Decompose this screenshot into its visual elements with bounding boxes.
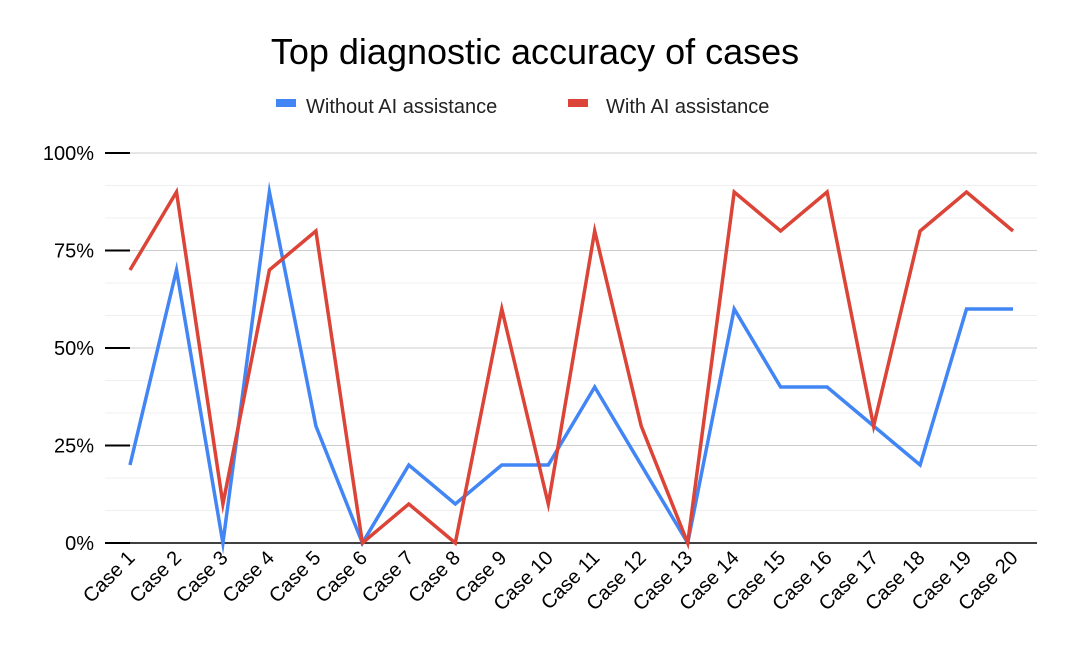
x-tick-label: Case 3 — [172, 547, 232, 607]
data-point-without-ai[interactable] — [500, 463, 504, 467]
legend-swatch-with-ai — [568, 99, 588, 107]
data-point-without-ai[interactable] — [639, 463, 643, 467]
legend-swatch-without-ai — [276, 99, 296, 107]
series-line-with-ai[interactable] — [128, 186, 1015, 550]
data-point-without-ai[interactable] — [593, 385, 597, 389]
x-tick-label: Case 6 — [312, 547, 372, 607]
data-point-without-ai[interactable] — [174, 268, 178, 272]
data-point-with-ai[interactable] — [965, 190, 969, 194]
data-point-with-ai[interactable] — [639, 424, 643, 428]
data-point-with-ai[interactable] — [825, 190, 829, 194]
data-point-without-ai[interactable] — [965, 307, 969, 311]
data-point-without-ai[interactable] — [546, 463, 550, 467]
data-point-with-ai[interactable] — [546, 502, 550, 506]
x-tick-label: Case 8 — [404, 547, 464, 607]
data-point-without-ai[interactable] — [825, 385, 829, 389]
data-point-with-ai[interactable] — [174, 190, 178, 194]
data-point-without-ai[interactable] — [128, 463, 132, 467]
legend-label-without-ai: Without AI assistance — [306, 96, 497, 118]
x-tick-label: Case 2 — [126, 547, 186, 607]
chart-title: Top diagnostic accuracy of cases — [271, 31, 799, 72]
x-tick-label: Case 4 — [219, 547, 279, 607]
data-point-with-ai[interactable] — [500, 307, 504, 311]
y-axis: 0% 25% 50% 75% 100% — [43, 143, 130, 555]
y-tick-label: 25% — [54, 436, 94, 458]
data-point-without-ai[interactable] — [1011, 307, 1015, 311]
data-point-with-ai[interactable] — [1011, 229, 1015, 233]
series-line-without-ai[interactable] — [128, 181, 1013, 555]
data-point-without-ai[interactable] — [732, 307, 736, 311]
x-tick-label: Case 1 — [79, 547, 139, 607]
x-tick-label: Case 7 — [358, 547, 418, 607]
data-point-with-ai[interactable] — [407, 502, 411, 506]
data-point-with-ai[interactable] — [360, 541, 364, 545]
data-point-with-ai[interactable] — [686, 541, 690, 545]
data-point-without-ai[interactable] — [453, 502, 457, 506]
data-point-with-ai[interactable] — [593, 229, 597, 233]
legend-label-with-ai: With AI assistance — [606, 96, 769, 118]
legend-item-without-ai[interactable]: Without AI assistance — [276, 96, 497, 118]
y-tick-label: 0% — [65, 533, 94, 555]
data-point-without-ai[interactable] — [918, 463, 922, 467]
data-point-without-ai[interactable] — [407, 463, 411, 467]
x-tick-label: Case 5 — [265, 547, 325, 607]
data-point-with-ai[interactable] — [779, 229, 783, 233]
data-point-with-ai[interactable] — [918, 229, 922, 233]
data-point-without-ai[interactable] — [314, 424, 318, 428]
legend: Without AI assistance With AI assistance — [276, 96, 769, 118]
data-point-with-ai[interactable] — [732, 190, 736, 194]
data-point-with-ai[interactable] — [872, 424, 876, 428]
y-tick-label: 100% — [43, 143, 94, 165]
data-point-with-ai[interactable] — [453, 541, 457, 545]
legend-item-with-ai[interactable]: With AI assistance — [568, 96, 769, 118]
y-tick-label: 50% — [54, 338, 94, 360]
data-point-with-ai[interactable] — [267, 268, 271, 272]
data-point-with-ai[interactable] — [314, 229, 318, 233]
y-tick-label: 75% — [54, 241, 94, 263]
data-point-without-ai[interactable] — [267, 190, 271, 194]
data-point-with-ai[interactable] — [221, 502, 225, 506]
data-point-with-ai[interactable] — [128, 268, 132, 272]
data-point-without-ai[interactable] — [779, 385, 783, 389]
series-lines — [128, 181, 1015, 555]
data-point-without-ai[interactable] — [221, 541, 225, 545]
